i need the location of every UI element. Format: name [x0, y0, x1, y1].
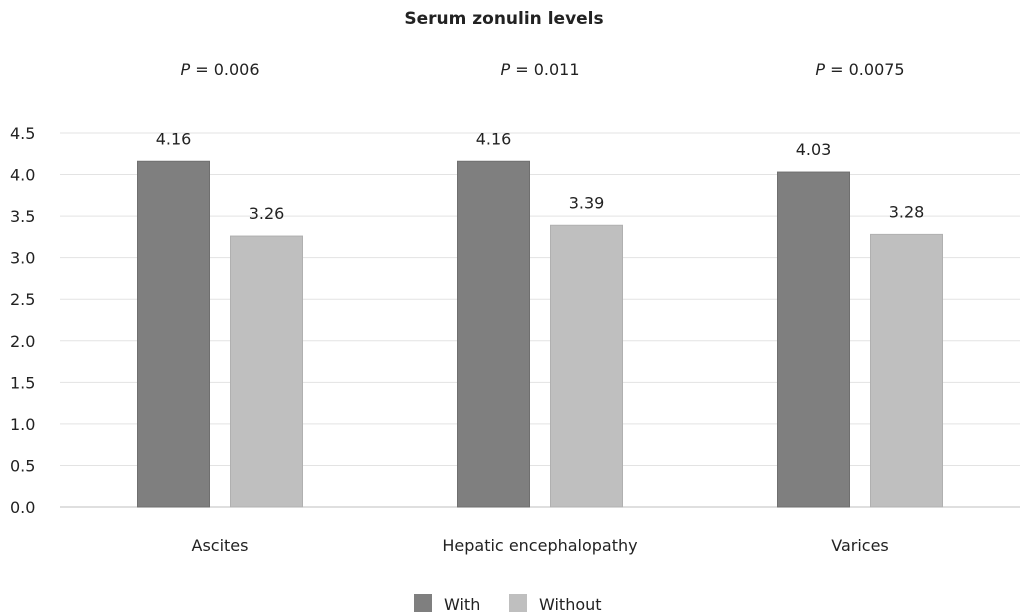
y-tick-label: 4.5: [10, 124, 35, 143]
bar-with: [457, 160, 530, 508]
p-value-label: P = 0.011: [500, 60, 579, 79]
category-label: Hepatic encephalopathy: [442, 536, 637, 555]
p-value-label: P = 0.0075: [815, 60, 904, 79]
data-label: 3.39: [569, 193, 605, 212]
y-tick-label: 3.5: [10, 207, 35, 226]
data-label: 4.03: [796, 140, 832, 159]
p-value-annotations: P = 0.006 P = 0.011 P = 0.0075: [180, 60, 904, 79]
bar-with: [137, 160, 210, 508]
y-tick-label: 3.0: [10, 249, 35, 268]
data-labels: 4.16 3.26 4.16 3.39 4.03 3.28: [156, 129, 925, 223]
bar-without: [550, 224, 623, 508]
legend-label: With: [444, 595, 480, 614]
bar-without: [230, 235, 303, 508]
legend-swatch-with: [414, 594, 432, 612]
y-tick-label: 2.5: [10, 290, 35, 309]
legend: With Without: [414, 594, 602, 614]
y-tick-label: 1.5: [10, 373, 35, 392]
bar-without: [870, 233, 943, 508]
gridlines: [60, 132, 1020, 508]
data-label: 4.16: [476, 129, 512, 148]
y-tick-label: 4.0: [10, 166, 35, 185]
data-label: 3.26: [249, 204, 285, 223]
bars: [137, 160, 943, 508]
y-tick-label: 0.0: [10, 498, 35, 517]
data-label: 3.28: [889, 202, 925, 221]
chart-title: Serum zonulin levels: [404, 9, 603, 29]
category-label: Ascites: [192, 536, 249, 555]
p-value-label: P = 0.006: [180, 60, 259, 79]
category-label: Varices: [831, 536, 889, 555]
y-tick-label: 2.0: [10, 332, 35, 351]
data-label: 4.16: [156, 129, 192, 148]
y-axis-ticks: 0.0 0.5 1.0 1.5 2.0 2.5 3.0 3.5 4.0 4.5: [10, 124, 35, 517]
bar-with: [777, 171, 850, 508]
legend-swatch-without: [509, 594, 527, 612]
x-axis-categories: Ascites Hepatic encephalopathy Varices: [192, 536, 889, 555]
y-tick-label: 1.0: [10, 415, 35, 434]
legend-label: Without: [539, 595, 602, 614]
y-tick-label: 0.5: [10, 456, 35, 475]
